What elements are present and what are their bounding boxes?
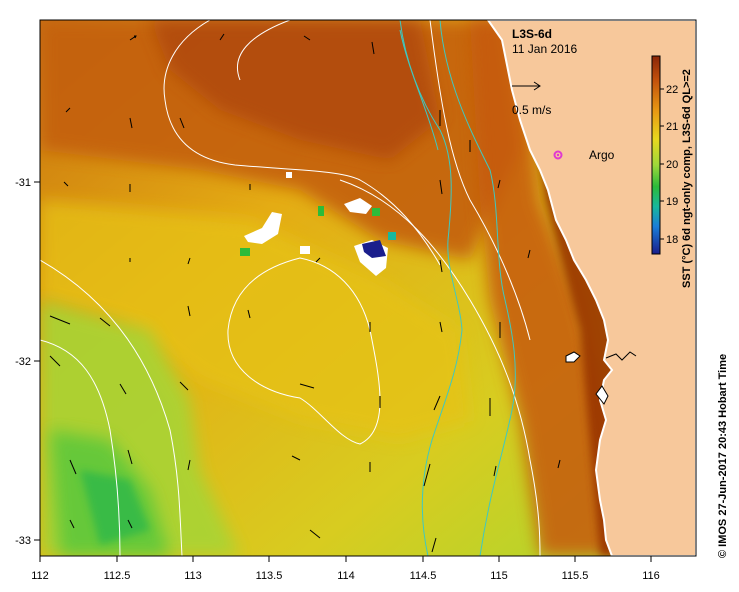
- x-tick-label: 114: [337, 570, 355, 582]
- colorbar-tick-label: 20: [666, 159, 678, 171]
- colorbar-tick-label: 21: [666, 121, 678, 133]
- argo-label: Argo: [589, 148, 615, 162]
- estuary-outline: [565, 351, 581, 363]
- colorbar-tick-label: 18: [666, 234, 678, 246]
- colorbar-tick-label: 22: [666, 84, 678, 96]
- y-tick-label: -32: [15, 356, 31, 368]
- x-tick-labels: 112 112.5 113 113.5 114 114.5 115 115.5 …: [31, 570, 660, 582]
- x-tick-label: 116: [642, 570, 660, 582]
- y-tick-label: -33: [15, 535, 31, 547]
- credit-label: © IMOS 27-Jun-2017 20:43 Hobart Time: [717, 354, 729, 558]
- colorbar-tick-labels: 22 21 20 19 18: [666, 84, 678, 246]
- x-tick-label: 114.5: [410, 570, 437, 582]
- x-tick-label: 113: [184, 570, 202, 582]
- x-tick-label: 113.5: [256, 570, 283, 582]
- date-label: 11 Jan 2016: [512, 42, 577, 56]
- colorbar-tick-label: 19: [666, 196, 678, 208]
- colorbar-title: SST (°C) 6d ngt-only comp, L3S-6d QL>=2: [681, 69, 693, 288]
- x-axis: [39, 556, 652, 562]
- cloud-gaps: [240, 172, 396, 276]
- y-tick-label: -31: [15, 177, 31, 189]
- x-tick-label: 115: [490, 570, 508, 582]
- inlet-outline: [595, 385, 609, 405]
- colorbar: [651, 55, 664, 255]
- y-tick-labels: -31 -32 -33: [15, 177, 31, 547]
- river-outline: [605, 351, 637, 361]
- y-axis: [34, 181, 40, 541]
- isobaths: [399, 20, 516, 556]
- x-tick-label: 115.5: [562, 570, 589, 582]
- sst-contours: [40, 20, 541, 556]
- scale-arrow-label: 0.5 m/s: [512, 103, 551, 117]
- argo-float-icon: [553, 150, 563, 160]
- sst-field: [40, 20, 696, 556]
- x-tick-label: 112: [31, 570, 49, 582]
- x-tick-label: 112.5: [104, 570, 131, 582]
- product-label: L3S-6d: [512, 27, 552, 41]
- scale-arrow: [512, 81, 541, 91]
- current-vectors: [49, 33, 561, 553]
- land-mass: [486, 20, 696, 556]
- plot-frame: [39, 19, 697, 557]
